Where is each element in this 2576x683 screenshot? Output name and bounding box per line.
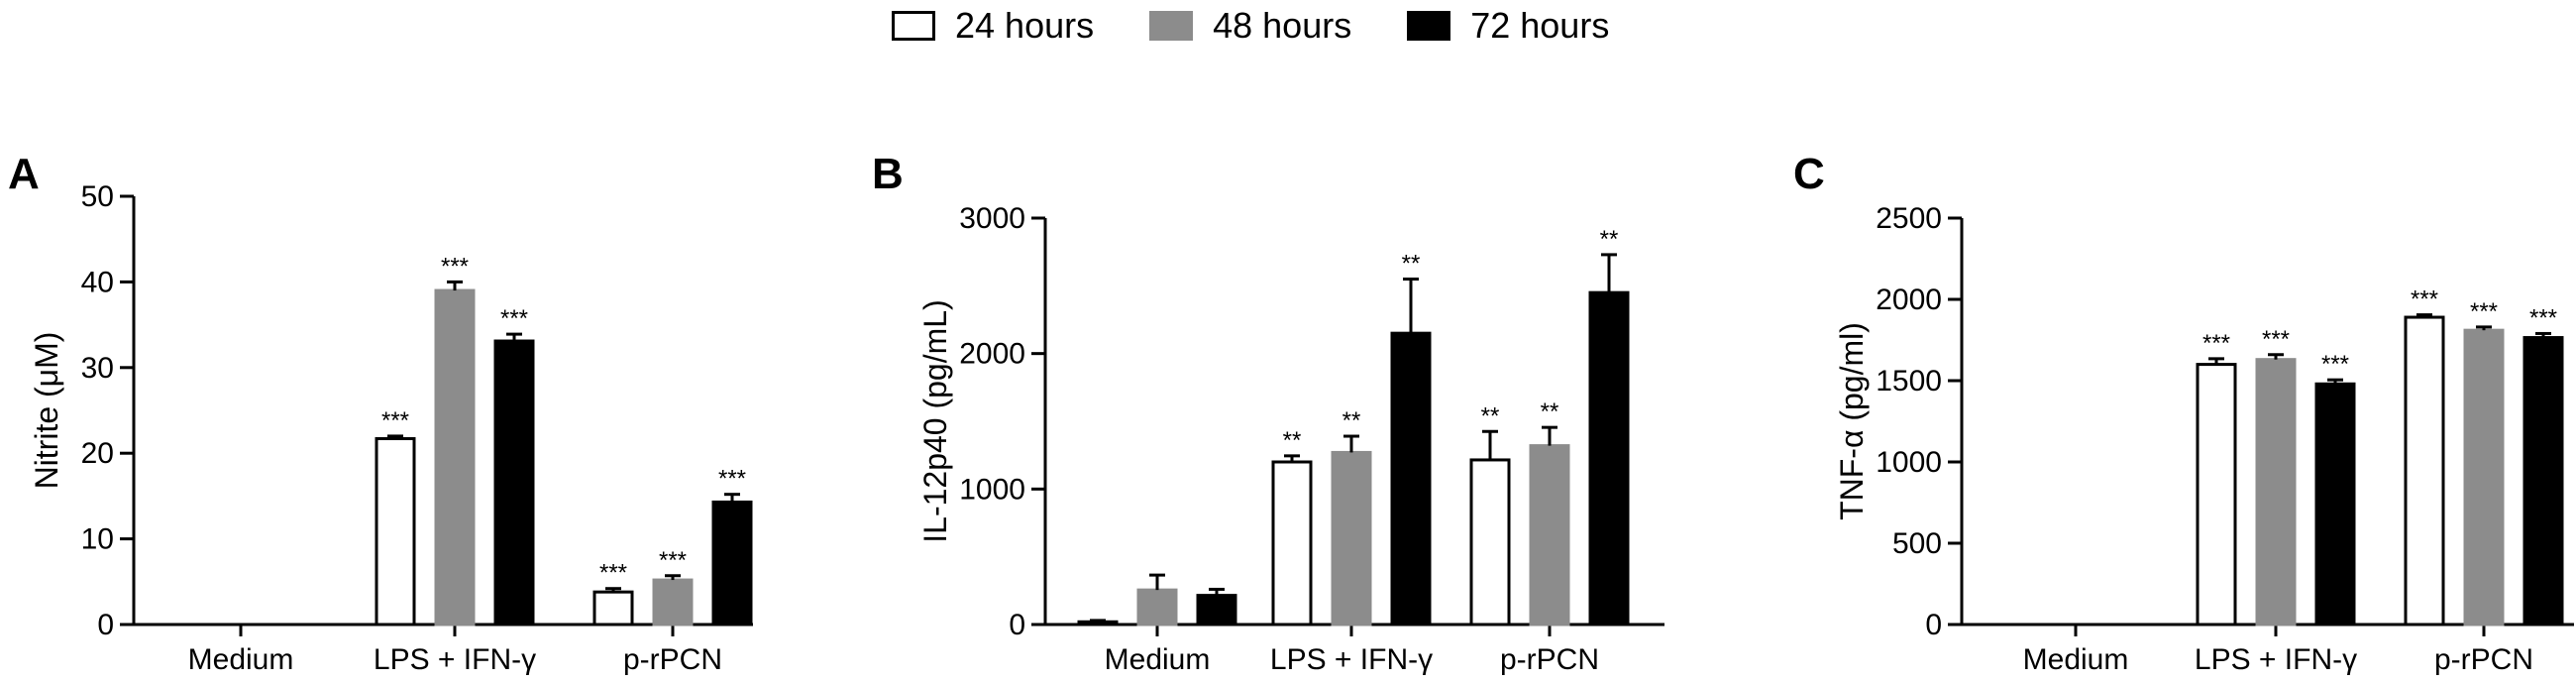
y-tick-label: 40 — [81, 266, 114, 298]
x-tick-label: p-rPCN — [1500, 643, 1599, 676]
significance-label: ** — [1283, 427, 1302, 454]
legend-swatch-48h — [1149, 11, 1194, 41]
bar — [2522, 336, 2564, 626]
x-tick-label: LPS + IFN-γ — [374, 643, 536, 676]
x-tick-label: LPS + IFN-γ — [2195, 643, 2357, 676]
x-tick-label: p-rPCN — [2434, 643, 2533, 676]
legend-swatch-72h — [1407, 11, 1451, 41]
legend-item-48h: 48 hours — [1149, 5, 1351, 47]
y-axis-label: Nitrite (μM) — [29, 332, 64, 490]
legend-label-48h: 48 hours — [1213, 5, 1352, 46]
significance-label: ** — [1402, 251, 1421, 278]
bar — [2255, 358, 2297, 626]
bar — [1390, 331, 1432, 626]
x-tick-label: Medium — [1105, 643, 1211, 676]
x-tick-label: p-rPCN — [623, 643, 722, 676]
y-tick-label: 500 — [1892, 527, 1942, 560]
bar — [1588, 290, 1630, 626]
y-tick-label: 2000 — [959, 338, 1025, 371]
bar — [434, 288, 476, 626]
bar — [375, 437, 416, 626]
x-tick-label: Medium — [188, 643, 294, 676]
panel-letter: C — [1793, 150, 1825, 198]
y-tick-label: 0 — [1009, 609, 1025, 641]
bar — [1529, 444, 1570, 626]
y-tick-label: 0 — [97, 609, 114, 641]
y-tick-label: 3000 — [959, 202, 1025, 235]
legend-item-24h: 24 hours — [892, 5, 1094, 47]
significance-label: *** — [2202, 330, 2230, 357]
bar — [2196, 363, 2237, 626]
panel-letter: B — [872, 150, 904, 198]
legend-label-24h: 24 hours — [955, 5, 1095, 46]
significance-label: ** — [1481, 402, 1500, 429]
bar — [1469, 458, 1511, 626]
bar — [592, 590, 634, 626]
significance-label: *** — [381, 407, 409, 434]
y-tick-label: 10 — [81, 523, 114, 556]
significance-label: *** — [2262, 326, 2290, 353]
significance-label: ** — [1600, 226, 1619, 253]
bar — [493, 339, 535, 626]
x-tick-label: Medium — [2023, 643, 2129, 676]
significance-label: *** — [599, 560, 627, 587]
y-axis-label: TNF-α (pg/ml) — [1834, 322, 1870, 520]
y-tick-label: 1000 — [959, 473, 1025, 506]
bar — [1077, 620, 1119, 626]
significance-label: ** — [1541, 398, 1559, 425]
y-tick-label: 20 — [81, 437, 114, 470]
y-axis-label: IL-12p40 (pg/mL) — [917, 299, 953, 542]
bar — [2404, 315, 2445, 626]
significance-label: *** — [2529, 304, 2557, 331]
chart-panel-c: C 0 500 1000 1500 2000 2500 TNF-α (pg/ml) Medium… — [1793, 150, 2574, 676]
x-tick-label: LPS + IFN-γ — [1270, 643, 1433, 676]
significance-label: *** — [2470, 298, 2498, 325]
bar — [1196, 594, 1237, 626]
y-tick-label: 30 — [81, 352, 114, 385]
chart-panel-b: B 0 1000 2000 3000 IL-12p40 (pg/mL) Medium LPS … — [872, 150, 1664, 676]
bar — [652, 578, 694, 626]
legend-item-72h: 72 hours — [1407, 5, 1609, 47]
bar — [2314, 382, 2356, 626]
significance-label: *** — [441, 253, 469, 280]
significance-label: ** — [1342, 407, 1361, 434]
bar — [711, 500, 753, 626]
chart-panel-a: A 0 10 20 30 40 50 Nitrite (μM) Medium LPS + IFN-… — [8, 150, 753, 676]
significance-label: *** — [659, 547, 687, 574]
significance-label: *** — [718, 466, 746, 493]
significance-label: *** — [2321, 351, 2349, 378]
bar — [2463, 328, 2505, 626]
y-tick-label: 50 — [81, 180, 114, 213]
panel-letter: A — [8, 150, 40, 198]
bar — [1331, 450, 1372, 626]
bar — [1136, 588, 1178, 626]
y-tick-label: 2500 — [1876, 202, 1942, 235]
significance-label: *** — [500, 305, 528, 332]
significance-label: *** — [2411, 286, 2438, 313]
y-tick-label: 1000 — [1876, 446, 1942, 479]
legend-label-72h: 72 hours — [1470, 5, 1610, 46]
bar — [1271, 460, 1313, 626]
y-tick-label: 2000 — [1876, 284, 1942, 316]
legend-swatch-24h — [892, 11, 935, 41]
legend: 24 hours 48 hours 72 hours — [892, 0, 1664, 52]
y-tick-label: 1500 — [1876, 365, 1942, 398]
y-tick-label: 0 — [1925, 609, 1942, 641]
